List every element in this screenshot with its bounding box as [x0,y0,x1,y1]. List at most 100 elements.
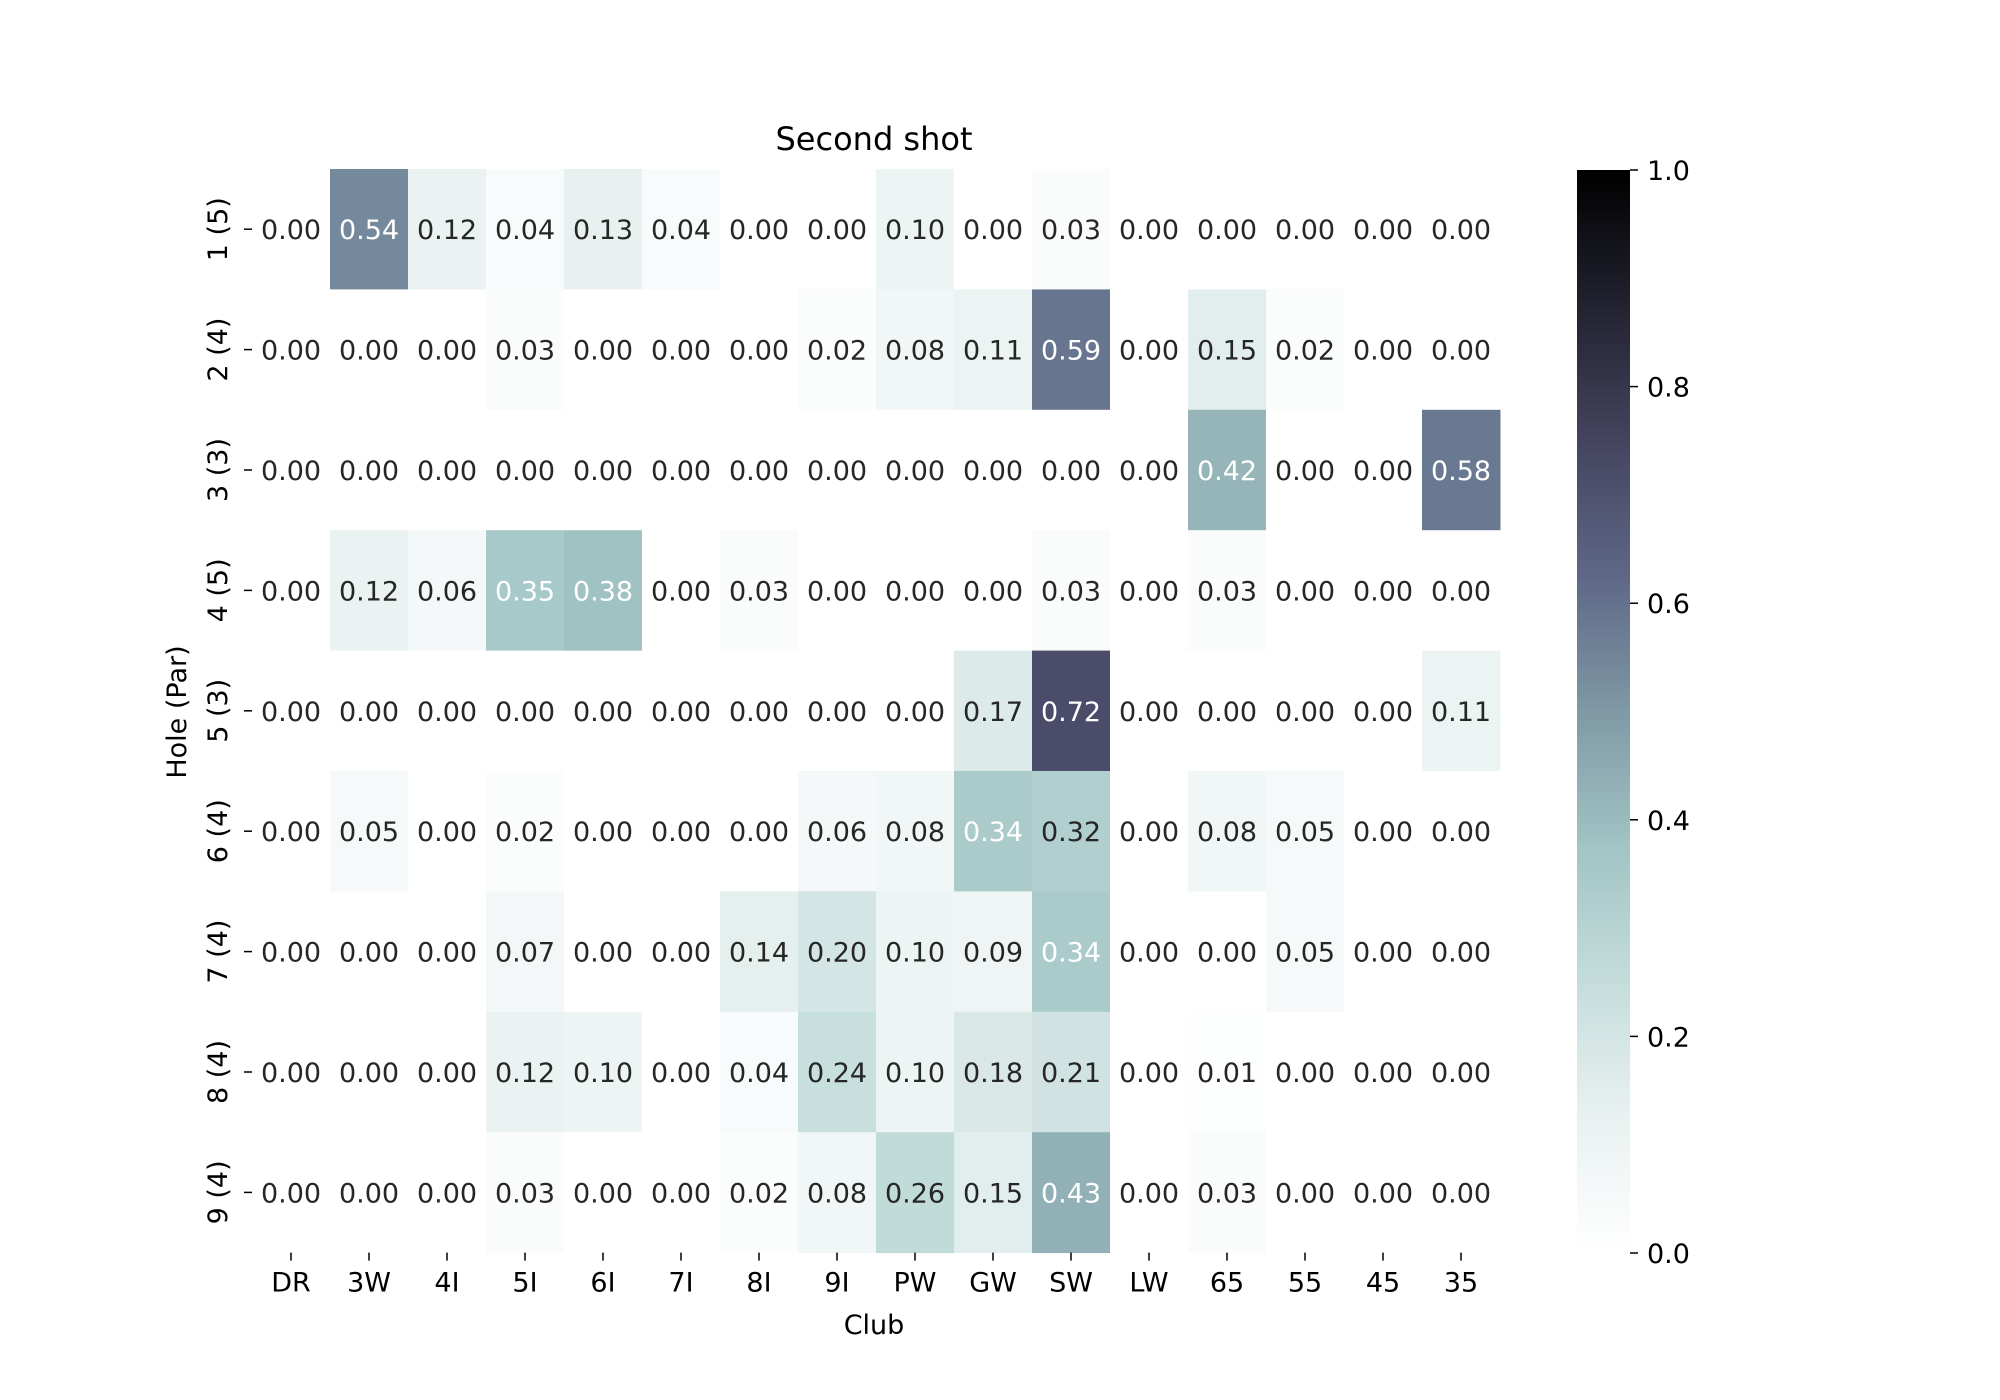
heatmap-cell [1032,169,1111,290]
heatmap-cell-value: 0.08 [885,817,945,848]
heatmap-cell [1032,891,1111,1013]
heatmap-cell-value: 0.72 [1041,697,1101,728]
x-tick-label: PW [894,1268,937,1299]
heatmap-cell-value: 0.00 [1431,817,1491,848]
heatmap-cell-value: 0.02 [495,817,555,848]
heatmap-cell-value: 0.00 [573,336,633,367]
heatmap-cell-value: 0.00 [417,1058,477,1089]
heatmap-cell [1422,650,1501,772]
heatmap-cell [486,1011,565,1133]
heatmap-cell [1422,771,1501,892]
heatmap-cell [1188,891,1267,1013]
heatmap-cell [1344,530,1423,652]
heatmap-cell [486,650,565,772]
heatmap-cell-value: 0.02 [729,1178,789,1209]
heatmap-cell [252,169,331,290]
heatmap-cell [564,1132,643,1254]
heatmap-cell [798,530,877,652]
heatmap-cell [1110,289,1189,411]
heatmap-cell-value: 0.00 [261,215,321,246]
heatmap-cell-value: 0.00 [651,697,711,728]
heatmap-cell-value: 0.00 [1353,817,1413,848]
heatmap-cell-value: 0.00 [885,456,945,487]
heatmap-cell-value: 0.00 [1197,697,1257,728]
heatmap-cell [1188,289,1267,411]
heatmap-cell [954,891,1033,1013]
heatmap-cell-value: 0.08 [807,1178,867,1209]
heatmap-cell [252,409,331,531]
heatmap-cell [1422,169,1501,290]
heatmap-cell-value: 0.00 [1353,1058,1413,1089]
x-tick-label: 55 [1288,1268,1322,1299]
heatmap-cell [564,169,643,290]
heatmap-cell [1266,169,1345,290]
heatmap-cell-labels: 0.00 0.54 0.12 0.04 0.13 0.04 0.00 0.00 0.10 0.00… [261,215,1491,1209]
heatmap-cell [330,1132,409,1254]
heatmap-cell-value: 0.00 [1275,215,1335,246]
heatmap-cell-value: 0.00 [339,697,399,728]
heatmap-cell-value: 0.11 [963,336,1023,367]
heatmap-cells [252,169,1501,1254]
heatmap-cell-value: 0.09 [963,938,1023,969]
heatmap-cell-value: 0.00 [495,456,555,487]
heatmap-cell [720,891,799,1013]
heatmap-cell [798,409,877,531]
heatmap-cell-value: 0.00 [1353,336,1413,367]
y-axis: 1 (5) 2 (4) 3 (3) 4 (5) 5 (3) 6 (4) 7 (4) 8 (4)… [203,197,252,1224]
heatmap-cell [252,289,331,411]
heatmap-cell-value: 0.00 [651,938,711,969]
heatmap-cell-value: 0.34 [963,817,1023,848]
heatmap-cell-value: 0.00 [1431,938,1491,969]
y-axis-label: Hole (Par) [162,645,193,778]
heatmap-cell [954,771,1033,892]
heatmap-cell-value: 0.00 [573,938,633,969]
heatmap-cell [876,169,955,290]
heatmap-cell [1344,169,1423,290]
heatmap-cell-value: 0.03 [495,336,555,367]
heatmap-cell [1344,650,1423,772]
heatmap-cell [486,891,565,1013]
heatmap-cell-value: 0.04 [495,215,555,246]
heatmap-cell-value: 0.03 [729,576,789,607]
heatmap-cell-value: 0.00 [729,817,789,848]
x-tick-label: 4I [434,1268,459,1299]
heatmap-cell-value: 0.08 [1197,817,1257,848]
heatmap-cell-value: 0.05 [1275,817,1335,848]
heatmap-cell [330,289,409,411]
x-tick-label: GW [969,1268,1017,1299]
heatmap-cell [1422,530,1501,652]
heatmap-cell [1344,1011,1423,1133]
heatmap-cell [408,891,487,1013]
heatmap-cell [486,289,565,411]
heatmap-cell [798,1132,877,1254]
heatmap-cell-value: 0.00 [261,456,321,487]
heatmap-cell [330,169,409,290]
heatmap-cell [564,1011,643,1133]
heatmap-cell-value: 0.00 [339,938,399,969]
heatmap-cell [1266,650,1345,772]
heatmap-cell-value: 0.00 [1119,938,1179,969]
heatmap-cell-value: 0.00 [261,817,321,848]
colorbar-tick-label: 1.0 [1647,156,1690,187]
heatmap-cell [876,409,955,531]
heatmap-cell-value: 0.00 [261,1058,321,1089]
heatmap-cell-value: 0.00 [885,697,945,728]
heatmap-cell [1422,891,1501,1013]
heatmap-cell-value: 0.00 [1197,938,1257,969]
heatmap-cell [1422,1132,1501,1254]
x-tick-label: 6I [590,1268,615,1299]
heatmap-cell-value: 0.00 [729,215,789,246]
y-tick-label: 5 (3) [203,679,234,743]
heatmap-cell-value: 0.00 [1353,938,1413,969]
heatmap-cell-value: 0.17 [963,697,1023,728]
heatmap-cell [1188,771,1267,892]
heatmap-cell-value: 0.00 [417,1178,477,1209]
heatmap-cell-value: 0.54 [339,215,399,246]
heatmap-cell [954,530,1033,652]
heatmap-cell-value: 0.00 [651,576,711,607]
heatmap-cell [876,771,955,892]
heatmap-cell [408,530,487,652]
heatmap-cell [1188,1011,1267,1133]
heatmap-cell-value: 0.00 [1431,336,1491,367]
heatmap-cell [1188,530,1267,652]
